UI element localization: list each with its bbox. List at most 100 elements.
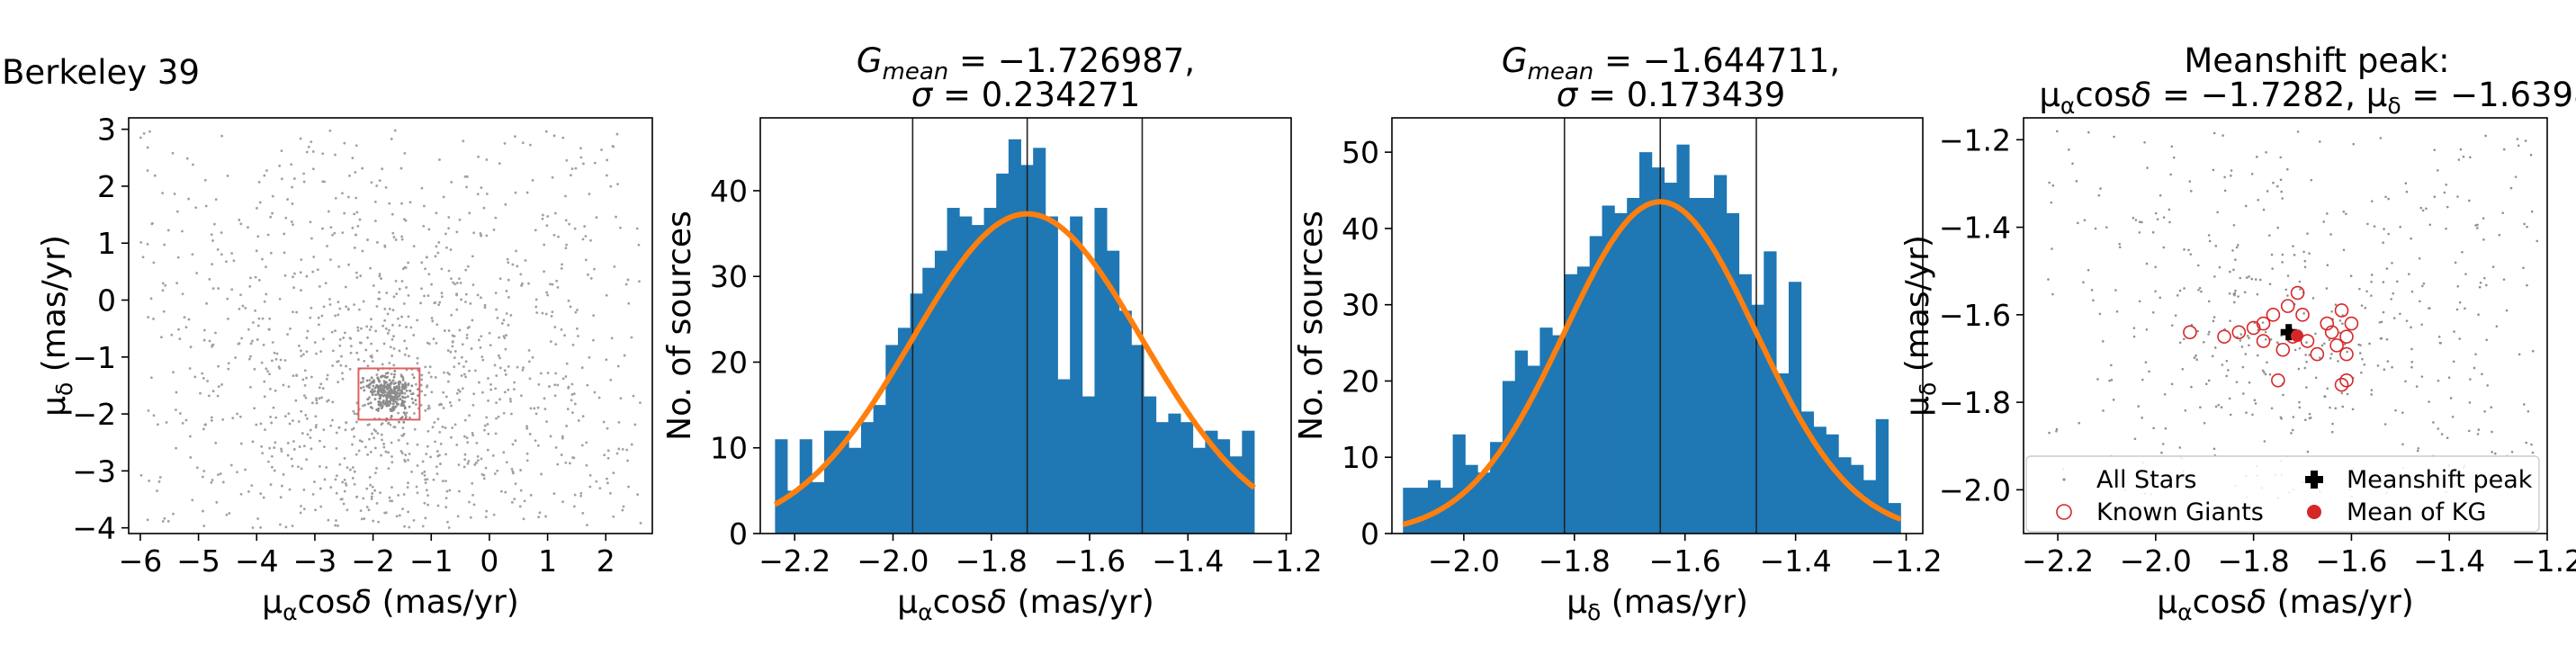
cluster-point (372, 380, 376, 383)
star-point (278, 523, 282, 526)
cluster-point (411, 392, 415, 395)
star-point (505, 461, 508, 464)
star-point (464, 268, 468, 272)
star-point (189, 345, 193, 348)
star-point (253, 407, 256, 410)
histogram-bar (983, 208, 997, 534)
star-point (205, 301, 208, 305)
star-point (412, 518, 416, 522)
star-point (424, 408, 427, 412)
star-point (2195, 354, 2197, 357)
y-tick-label: −4 (72, 511, 116, 546)
cluster-point (392, 375, 396, 379)
known-giant-marker (2339, 346, 2354, 362)
star-point (491, 454, 495, 457)
histogram-bar (787, 490, 801, 534)
star-point (202, 470, 206, 472)
star-point (2516, 138, 2519, 140)
star-point (522, 366, 525, 370)
cluster-point (410, 397, 414, 400)
star-point (355, 196, 358, 200)
star-point (447, 526, 451, 529)
star-point (220, 383, 223, 386)
star-point (251, 440, 255, 444)
star-point (314, 415, 318, 418)
known-giant-marker (2271, 372, 2285, 388)
x-tick-label: −1.6 (2315, 543, 2387, 579)
star-point (583, 225, 587, 228)
star-point (226, 297, 229, 301)
star-point (283, 359, 287, 362)
y-tick-label: 40 (710, 174, 748, 209)
star-point (2239, 339, 2242, 342)
star-point (2396, 280, 2399, 283)
star-point (460, 298, 463, 301)
star-point (2314, 332, 2317, 336)
star-point (373, 446, 377, 450)
star-point (305, 417, 309, 420)
star-point (368, 396, 371, 399)
star-point (335, 519, 337, 522)
star-point (189, 456, 193, 459)
star-point (410, 470, 413, 473)
star-point (238, 415, 242, 418)
cluster-point (402, 411, 406, 415)
star-point (507, 296, 510, 299)
star-point (309, 436, 312, 439)
star-point (2505, 309, 2509, 312)
star-point (163, 243, 166, 247)
star-point (606, 477, 608, 480)
star-point (278, 164, 282, 167)
star-point (386, 332, 390, 335)
star-point (2428, 400, 2430, 403)
star-point (2134, 219, 2138, 221)
star-point (611, 145, 615, 148)
star-point (2514, 175, 2518, 178)
star-point (2183, 287, 2186, 290)
star-point (311, 167, 315, 171)
star-point (430, 283, 433, 286)
star-point (2329, 356, 2332, 360)
star-point (573, 493, 577, 497)
legend-label: Mean of KG (2347, 498, 2486, 526)
star-point (540, 472, 543, 476)
star-point (268, 317, 272, 320)
star-point (292, 177, 296, 180)
star-point (211, 263, 214, 266)
star-point (2207, 300, 2211, 303)
star-point (463, 175, 467, 178)
star-point (2437, 169, 2439, 172)
star-point (2183, 337, 2186, 341)
star-point (298, 445, 301, 448)
star-point (262, 344, 265, 346)
star-point (537, 382, 541, 386)
star-point (2156, 218, 2159, 220)
y-tick-label: 3 (97, 112, 116, 148)
star-point (376, 432, 380, 435)
star-point (2302, 250, 2305, 254)
star-point (2297, 367, 2301, 371)
star-point (2491, 430, 2493, 434)
star-point (2279, 178, 2283, 182)
star-point (466, 441, 470, 444)
star-point (561, 436, 564, 440)
star-point (266, 370, 270, 373)
cluster-point (410, 384, 414, 388)
star-point (335, 431, 338, 435)
star-point (584, 258, 588, 262)
histogram-bar (1514, 350, 1528, 534)
star-point (291, 464, 294, 468)
star-point (496, 317, 499, 319)
star-point (302, 444, 306, 448)
star-point (2212, 447, 2216, 451)
star-point (2341, 322, 2344, 326)
star-point (202, 377, 205, 380)
star-point (498, 356, 502, 360)
star-point (428, 365, 432, 369)
star-point (465, 185, 468, 189)
star-point (355, 271, 358, 274)
panel1-title: Berkeley 39 (2, 53, 200, 92)
star-point (268, 446, 271, 450)
star-point (370, 325, 372, 328)
